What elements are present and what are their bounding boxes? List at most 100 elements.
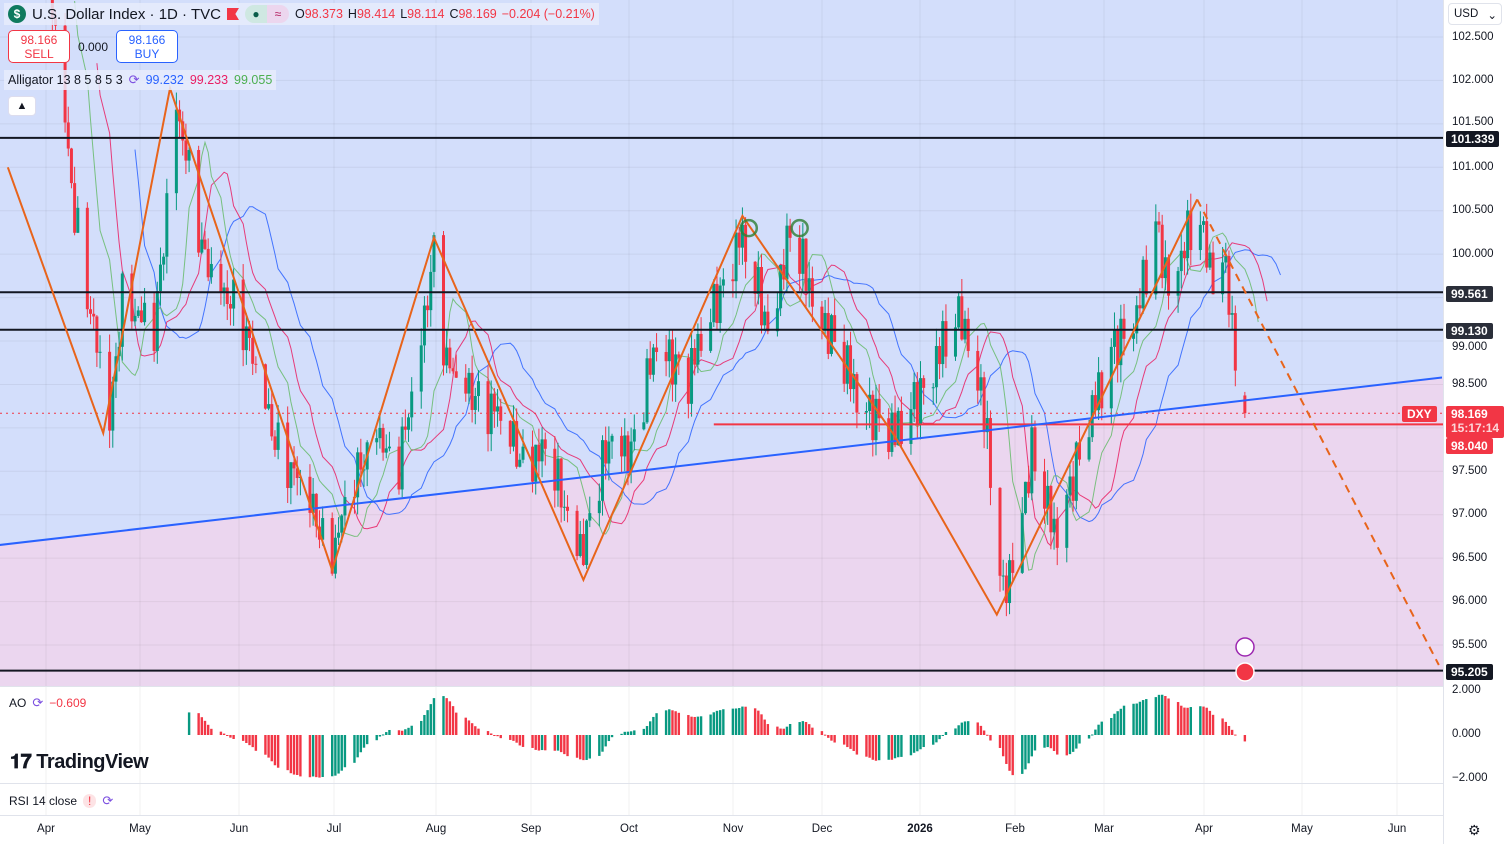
candle bbox=[155, 291, 159, 351]
ao-bar bbox=[779, 728, 782, 735]
ao-bar bbox=[989, 735, 992, 741]
candle bbox=[232, 279, 236, 309]
buy-button[interactable]: 98.166 BUY bbox=[116, 30, 178, 63]
ao-bar bbox=[801, 721, 805, 735]
candle bbox=[442, 235, 445, 366]
ao-bar bbox=[1221, 718, 1224, 735]
candle bbox=[553, 448, 557, 491]
candle bbox=[775, 308, 779, 332]
candle bbox=[356, 452, 360, 498]
time-tick: Apr bbox=[37, 823, 55, 835]
ao-bar bbox=[588, 735, 591, 759]
ao-bar bbox=[331, 735, 334, 777]
candle bbox=[375, 438, 379, 443]
ao-bar bbox=[292, 735, 296, 775]
candle bbox=[575, 510, 579, 556]
candle bbox=[397, 446, 401, 490]
candle bbox=[378, 427, 382, 439]
ao-bar bbox=[633, 730, 636, 735]
collapse-legend-button[interactable]: ▲ bbox=[8, 96, 36, 116]
candle bbox=[1049, 485, 1053, 533]
teeth-value: 99.233 bbox=[189, 73, 229, 87]
market-status[interactable]: ● ≈ bbox=[244, 5, 289, 23]
candle bbox=[737, 232, 741, 248]
candle bbox=[267, 404, 271, 409]
ao-bar bbox=[785, 726, 789, 735]
candle bbox=[1112, 329, 1116, 347]
ao-bar bbox=[509, 735, 512, 740]
time-tick: Oct bbox=[620, 823, 638, 835]
ao-bar bbox=[1154, 697, 1158, 735]
ao-bar bbox=[512, 735, 515, 741]
alligator-legend[interactable]: Alligator 13 8 5 8 5 3 ⟳ 99.232 99.233 9… bbox=[4, 70, 277, 90]
candle bbox=[655, 347, 659, 353]
candle bbox=[184, 140, 188, 161]
ao-bar bbox=[1043, 735, 1046, 748]
candle bbox=[362, 469, 366, 471]
refresh-icon[interactable]: ⟳ bbox=[128, 72, 140, 87]
sell-button[interactable]: 98.166 SELL bbox=[8, 30, 70, 63]
ao-bar bbox=[1087, 735, 1091, 739]
price-chart[interactable] bbox=[0, 0, 1443, 844]
ao-bar bbox=[219, 731, 223, 735]
candle bbox=[1008, 560, 1012, 604]
ao-bar bbox=[187, 712, 191, 735]
ao-bar bbox=[887, 735, 890, 760]
settings-gear-icon[interactable]: ⚙ bbox=[1468, 822, 1481, 838]
candle bbox=[1071, 476, 1075, 501]
warning-icon[interactable]: ! bbox=[83, 794, 97, 808]
candle bbox=[448, 347, 452, 369]
ao-bar bbox=[649, 721, 652, 735]
candle bbox=[1144, 259, 1148, 295]
candle bbox=[486, 381, 490, 435]
refresh-icon[interactable]: ⟳ bbox=[32, 695, 44, 710]
change-value: −0.204 (−0.21%) bbox=[501, 7, 595, 21]
candle bbox=[292, 462, 296, 469]
bar-countdown: 15:17:14 bbox=[1451, 421, 1500, 435]
ao-bar bbox=[490, 733, 493, 735]
rsi-legend[interactable]: RSI 14 close! ⟳ bbox=[9, 793, 113, 809]
candle bbox=[1163, 257, 1167, 279]
ao-bar bbox=[1230, 729, 1234, 735]
ao-bar bbox=[982, 730, 986, 735]
ao-bar bbox=[1189, 707, 1192, 735]
candle bbox=[1093, 395, 1097, 411]
ao-legend[interactable]: AO ⟳ −0.609 bbox=[9, 695, 86, 711]
ao-bar bbox=[544, 735, 547, 751]
candle bbox=[120, 273, 124, 347]
ao-bar bbox=[1116, 711, 1119, 735]
ao-bar bbox=[445, 698, 448, 735]
candle bbox=[779, 265, 783, 309]
candle bbox=[709, 322, 713, 351]
symbol-title[interactable]: U.S. Dollar Index · 1D · TVC bbox=[32, 5, 221, 23]
price-tick: 100.500 bbox=[1452, 204, 1494, 217]
candle bbox=[92, 313, 96, 317]
candle bbox=[276, 422, 280, 450]
candle bbox=[219, 263, 223, 292]
brand-name: TradingView bbox=[36, 751, 149, 773]
ao-bar bbox=[1176, 702, 1180, 735]
candle bbox=[648, 358, 652, 375]
ao-bar bbox=[1122, 705, 1126, 735]
flag-icon[interactable] bbox=[226, 8, 239, 20]
refresh-icon[interactable]: ⟳ bbox=[102, 793, 114, 808]
candle bbox=[1068, 476, 1072, 495]
candle bbox=[314, 493, 318, 527]
ao-bar bbox=[1113, 713, 1116, 735]
ao-bar bbox=[267, 735, 270, 758]
ao-bar bbox=[916, 735, 919, 752]
candle bbox=[1179, 250, 1183, 272]
ao-bar bbox=[909, 735, 913, 756]
ao-bar bbox=[359, 735, 363, 753]
candle bbox=[1221, 262, 1225, 295]
candle bbox=[1001, 575, 1005, 577]
candle bbox=[632, 429, 636, 442]
currency-select[interactable]: USD ⌄ bbox=[1448, 3, 1502, 25]
ao-bar bbox=[1110, 718, 1113, 735]
candle bbox=[864, 411, 868, 413]
ao-bar bbox=[540, 735, 544, 751]
chevron-down-icon: ⌄ bbox=[1487, 10, 1497, 22]
candle bbox=[540, 439, 544, 462]
ao-bar bbox=[699, 716, 703, 735]
candle bbox=[782, 265, 786, 280]
